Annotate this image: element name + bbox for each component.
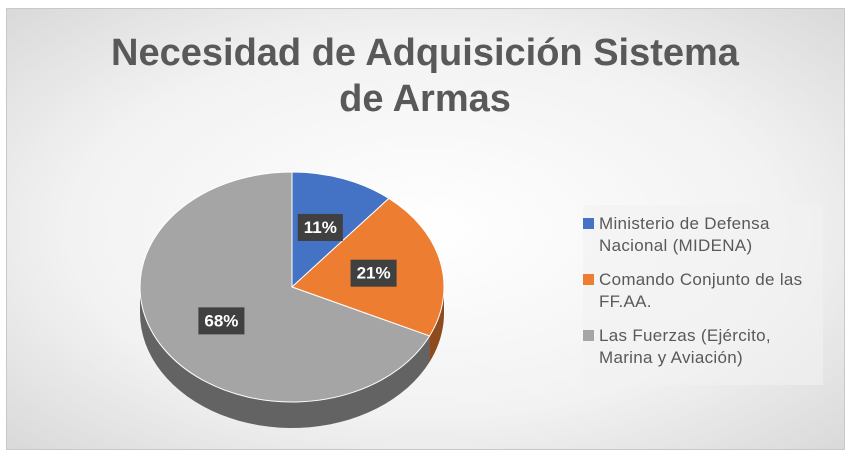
data-label-text: 21% [357,264,391,283]
slice-side [429,287,444,362]
legend-label: Las Fuerzas (Ejército, Marina y Aviación… [599,326,771,367]
legend-item: Comando Conjunto de las FF.AA. [583,269,823,313]
data-label: 68% [198,307,245,335]
data-label-box [297,213,343,241]
legend: Ministerio de Defensa Nacional (MIDENA) C… [583,205,823,385]
data-label-box [350,259,397,287]
legend-item: Las Fuerzas (Ejército, Marina y Aviación… [583,325,823,369]
data-label: 21% [350,259,397,287]
data-label-text: 11% [304,218,337,237]
data-label-text: 68% [204,311,238,330]
legend-item: Ministerio de Defensa Nacional (MIDENA) [583,213,823,257]
legend-swatch [583,218,594,229]
legend-swatch [583,330,594,341]
slice-side [140,287,430,428]
data-label: 11% [297,213,343,241]
slice [139,171,431,403]
chart-title: Necesidad de Adquisición Sistema de Arma… [111,32,739,120]
legend-label: Ministerio de Defensa Nacional (MIDENA) [599,214,770,255]
legend-swatch [583,274,594,285]
data-label-box [198,307,245,335]
legend-label: Comando Conjunto de las FF.AA. [599,270,803,311]
